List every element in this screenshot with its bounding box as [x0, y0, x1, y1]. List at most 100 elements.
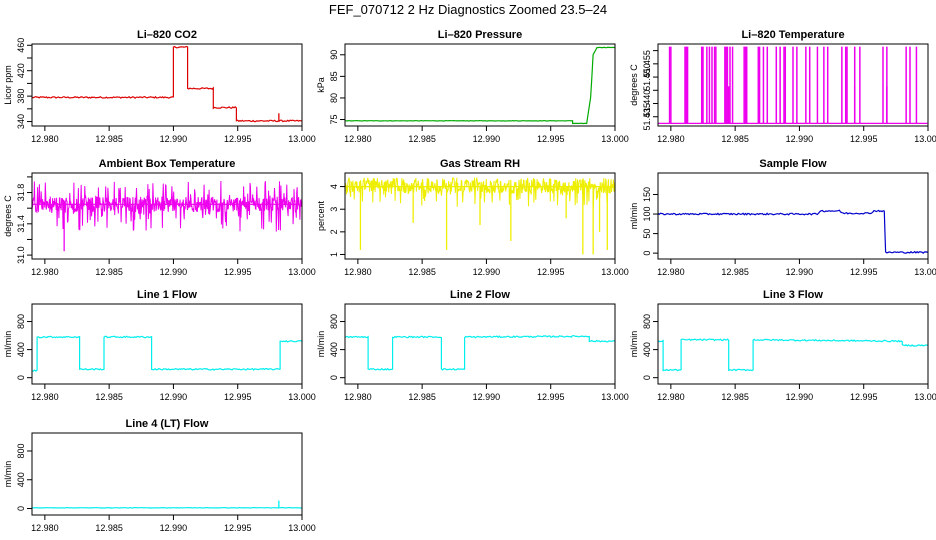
x-tick-label: 12.995 [224, 267, 252, 277]
series-group [32, 180, 302, 252]
x-tick-label: 12.980 [657, 392, 685, 402]
series-line-1 [658, 338, 928, 372]
x-tick-label: 12.980 [31, 267, 59, 277]
y-tick-label: 2 [329, 229, 339, 234]
y-tick-label: 75 [329, 115, 339, 125]
panel-title: Ambient Box Temperature [99, 158, 236, 170]
y-axis-label: ml/min [316, 331, 326, 358]
x-tick-label: 13.000 [601, 134, 629, 144]
x-tick-label: 12.990 [160, 392, 188, 402]
panel-title: Line 1 Flow [137, 289, 197, 301]
y-tick-label: 460 [16, 38, 26, 53]
y-tick-label: 100 [642, 207, 652, 222]
y-tick-label: 380 [16, 89, 26, 104]
panel-6: Sample Flow ml/min 12.980 12.985 12.990 12.99… [629, 158, 936, 277]
series-group [32, 500, 302, 509]
x-tick-label: 12.995 [850, 267, 878, 277]
x-tick-label: 12.980 [657, 134, 685, 144]
panel-7: Line 1 Flow ml/min 12.980 12.985 12.990 12.99… [3, 289, 316, 402]
series-group [345, 46, 615, 125]
x-tick-label: 13.000 [601, 267, 629, 277]
y-tick-label: 4 [329, 184, 339, 189]
y-tick-label: 85 [329, 71, 339, 81]
panel-4: Ambient Box Temperature degrees C 12.980 12… [3, 158, 316, 277]
x-tick-label: 12.980 [31, 523, 59, 533]
panel-title: Line 2 Flow [450, 289, 510, 301]
plot-frame [657, 43, 929, 127]
x-tick-label: 12.980 [344, 134, 372, 144]
panel-title: Line 3 Flow [763, 289, 823, 301]
panel-9: Line 3 Flow ml/min 12.980 12.985 12.990 12.99… [629, 289, 936, 402]
x-tick-label: 12.985 [95, 267, 123, 277]
y-tick-label: 80 [329, 93, 339, 103]
y-axis-label: ml/min [629, 331, 639, 358]
panel-title: Li–820 Pressure [438, 29, 522, 41]
plot-frame [31, 432, 303, 516]
y-tick-label: 400 [16, 472, 26, 487]
y-tick-label: 50 [642, 229, 652, 239]
x-tick-label: 12.990 [786, 392, 814, 402]
series-line-1 [658, 209, 928, 254]
plot-frame [31, 43, 303, 127]
x-tick-label: 12.985 [408, 267, 436, 277]
x-tick-label: 12.995 [537, 392, 565, 402]
x-tick-label: 12.985 [408, 134, 436, 144]
plot-frame [31, 303, 303, 385]
y-tick-label: 51.455 [642, 50, 652, 78]
series-group [345, 335, 615, 371]
panel-title: Li–820 CO2 [137, 29, 197, 41]
x-tick-label: 12.985 [721, 392, 749, 402]
y-tick-label: 1 [329, 252, 339, 257]
x-tick-label: 13.000 [288, 523, 316, 533]
y-axis-label: ml/min [629, 203, 639, 230]
y-tick-label: 800 [16, 443, 26, 458]
x-tick-label: 12.990 [473, 134, 501, 144]
y-tick-label: 31.0 [16, 246, 26, 264]
plot-frame [344, 303, 616, 385]
series-line-1 [32, 45, 302, 123]
y-tick-label: 400 [642, 342, 652, 357]
noise-band [32, 180, 302, 232]
panel-title: Gas Stream RH [440, 158, 520, 170]
y-tick-label: 340 [16, 114, 26, 129]
x-tick-label: 13.000 [288, 392, 316, 402]
x-tick-label: 12.990 [786, 134, 814, 144]
panel-title: Li–820 Temperature [741, 29, 844, 41]
x-tick-label: 12.990 [786, 267, 814, 277]
panel-title: Line 4 (LT) Flow [126, 418, 209, 430]
panel-3: Li–820 Temperature degrees C 12.980 12.985 1… [629, 29, 936, 144]
x-tick-label: 13.000 [288, 134, 316, 144]
y-axis-label: degrees C [3, 195, 13, 237]
y-tick-label: 0 [329, 375, 339, 380]
x-tick-label: 12.980 [344, 392, 372, 402]
y-axis-label: Licor ppm [3, 65, 13, 105]
series-group [658, 338, 928, 372]
noise-band [345, 176, 615, 207]
panel-10: Line 4 (LT) Flow ml/min 12.980 12.985 12.990… [3, 418, 316, 533]
x-tick-label: 12.990 [473, 267, 501, 277]
plot-frame [344, 172, 616, 260]
x-tick-label: 12.985 [95, 523, 123, 533]
x-tick-label: 12.995 [224, 134, 252, 144]
figure-title: FEF_070712 2 Hz Diagnostics Zoomed 23.5–… [328, 2, 608, 17]
series-group [32, 335, 302, 372]
x-tick-label: 13.000 [914, 134, 936, 144]
x-tick-label: 12.995 [850, 392, 878, 402]
plot-frame [31, 172, 303, 260]
x-tick-label: 13.000 [601, 392, 629, 402]
series-group [345, 176, 615, 255]
panel-2: Li–820 Pressure kPa 12.980 12.985 12.990 12.9… [316, 29, 629, 144]
x-tick-label: 12.995 [224, 523, 252, 533]
y-tick-label: 800 [642, 314, 652, 329]
series-group [32, 45, 302, 123]
x-tick-label: 12.980 [657, 267, 685, 277]
y-tick-label: 51.435 [642, 103, 652, 131]
y-tick-label: 0 [642, 375, 652, 380]
x-tick-label: 12.995 [850, 134, 878, 144]
y-tick-label: 0 [642, 251, 652, 256]
y-tick-label: 0 [16, 375, 26, 380]
y-axis-label: percent [316, 200, 326, 231]
x-tick-label: 12.985 [721, 134, 749, 144]
x-tick-label: 13.000 [288, 267, 316, 277]
